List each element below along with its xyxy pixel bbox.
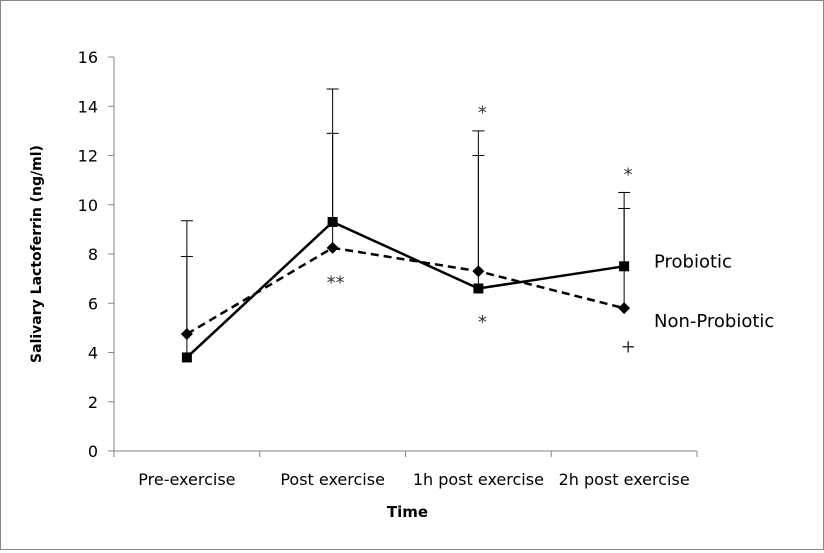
series-line-probiotic [186, 220, 625, 359]
y-tick-label: 12 [78, 147, 98, 166]
data-point-probiotic [619, 261, 630, 272]
x-tick-label: 1h post exercise [413, 470, 544, 489]
significance-marker: ** [327, 273, 345, 294]
series-line-non-probiotic [186, 246, 625, 336]
data-point-non-probiotic [180, 328, 193, 341]
legend-label-non-probiotic: Non-Probiotic [654, 311, 774, 332]
data-point-non-probiotic [618, 302, 631, 315]
significance-marker: * [624, 164, 633, 185]
significance-marker: * [478, 312, 487, 333]
x-tick-label: Post exercise [280, 470, 385, 489]
y-tick-label: 8 [88, 245, 98, 264]
legend-label-probiotic: Probiotic [654, 251, 732, 272]
y-tick-label: 2 [88, 393, 98, 412]
y-tick-label: 14 [78, 97, 98, 116]
data-point-non-probiotic [326, 241, 339, 254]
x-tick-label: Pre-exercise [138, 470, 235, 489]
data-point-probiotic [473, 283, 484, 294]
data-point-probiotic [181, 352, 192, 363]
y-tick-label: 16 [78, 48, 98, 67]
y-tick-label: 6 [88, 294, 98, 313]
y-tick-label: 4 [88, 344, 98, 363]
y-tick-label: 10 [78, 196, 98, 215]
x-tick-label: 2h post exercise [559, 470, 690, 489]
significance-marker: * [478, 103, 487, 124]
y-tick-label: 0 [88, 442, 98, 461]
x-axis-title: Time [387, 503, 428, 521]
data-point-probiotic [327, 216, 338, 227]
significance-marker: + [621, 337, 636, 358]
y-axis-title: Salivary Lactoferrin (ng/ml) [29, 145, 45, 363]
data-point-non-probiotic [472, 265, 485, 278]
